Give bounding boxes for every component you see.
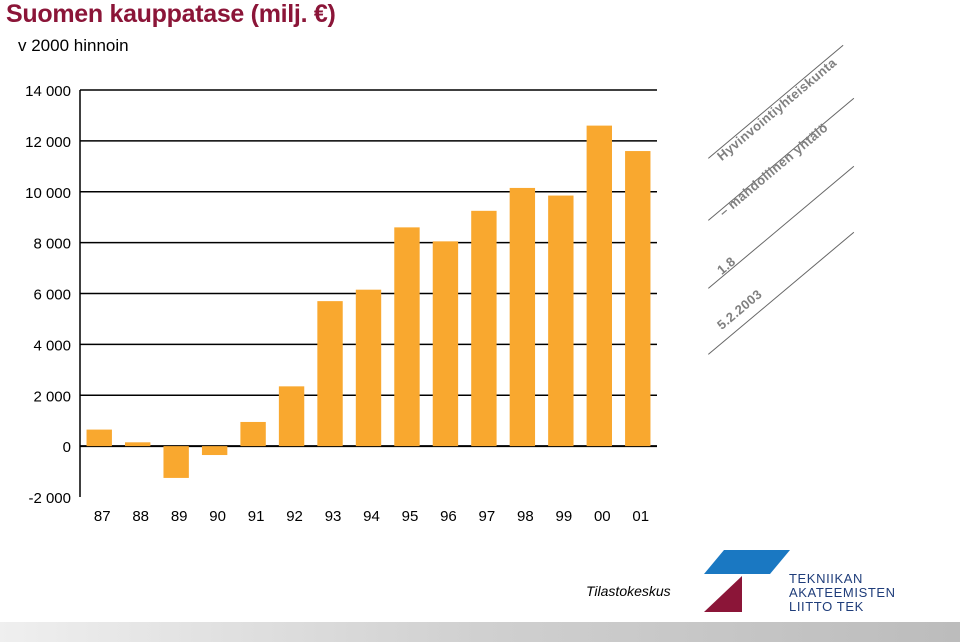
- y-tick-label: 8 000: [33, 236, 71, 253]
- y-tick-label: -2 000: [28, 490, 71, 507]
- bar-97: [471, 210, 497, 447]
- y-tick-label: 6 000: [33, 287, 71, 304]
- x-tick-label: 97: [479, 508, 496, 525]
- bar-87: [86, 429, 112, 447]
- side-note-title: Hyvinvointiyhteiskunta: [714, 54, 840, 164]
- organization-line-3: LIITTO TEK: [789, 599, 864, 614]
- bar-99: [548, 195, 574, 447]
- bar-88: [125, 442, 151, 447]
- bar-89: [163, 446, 189, 478]
- bar-95: [394, 227, 420, 447]
- y-tick-label: 0: [63, 439, 71, 456]
- y-tick-labels: -2 000 0 2 000 4 000 6 000 8 000 10 000 12 000 1…: [25, 83, 71, 507]
- bar-94: [355, 289, 382, 447]
- x-tick-label: 00: [594, 508, 611, 525]
- x-tick-label: 99: [555, 508, 572, 525]
- organization-line-2: AKATEEMISTEN: [789, 585, 896, 600]
- x-tick-label: 95: [402, 508, 419, 525]
- x-tick-label: 87: [94, 508, 111, 525]
- bar-96: [432, 241, 459, 447]
- bars: [86, 125, 651, 478]
- x-tick-label: 88: [132, 508, 149, 525]
- side-note-number: 1.8: [714, 253, 739, 278]
- tek-logo: [704, 550, 790, 612]
- x-tick-label: 01: [632, 508, 649, 525]
- logo-blue-shape: [704, 550, 790, 574]
- bar-90: [201, 446, 228, 456]
- x-tick-label: 89: [171, 508, 188, 525]
- logo-red-shape: [704, 576, 742, 612]
- bar-01: [625, 151, 651, 447]
- chart-title: Suomen kauppatase (milj. €): [6, 0, 336, 28]
- y-tick-label: 10 000: [25, 185, 71, 202]
- x-tick-labels: 87 88 89 90 91 92 93 94 95 96 97 98 99 00 01: [94, 508, 649, 525]
- side-note-date: 5.2.2003: [714, 286, 765, 333]
- organization-line-1: TEKNIIKAN: [789, 571, 864, 586]
- x-tick-label: 91: [248, 508, 265, 525]
- chart-subtitle: v 2000 hinnoin: [18, 36, 129, 55]
- bar-93: [317, 301, 343, 447]
- bar-98: [509, 187, 536, 447]
- bar-91: [240, 421, 266, 447]
- x-tick-label: 94: [363, 508, 380, 525]
- side-note: Hyvinvointiyhteiskunta – mahdollinen yht…: [700, 40, 860, 360]
- y-tick-label: 14 000: [25, 83, 71, 100]
- organization-name: TEKNIIKAN AKATEEMISTEN LIITTO TEK: [789, 572, 896, 614]
- x-tick-label: 92: [286, 508, 303, 525]
- bar-00: [586, 125, 612, 447]
- y-tick-label: 2 000: [33, 388, 71, 405]
- x-tick-label: 98: [517, 508, 534, 525]
- x-tick-label: 90: [209, 508, 226, 525]
- side-line-4: [708, 231, 855, 355]
- y-tick-label: 4 000: [33, 337, 71, 354]
- bar-92: [278, 386, 305, 447]
- source-label: Tilastokeskus: [586, 583, 671, 599]
- x-tick-label: 93: [325, 508, 342, 525]
- x-tick-label: 96: [440, 508, 457, 525]
- y-tick-label: 12 000: [25, 134, 71, 151]
- footer-bar: [0, 622, 960, 642]
